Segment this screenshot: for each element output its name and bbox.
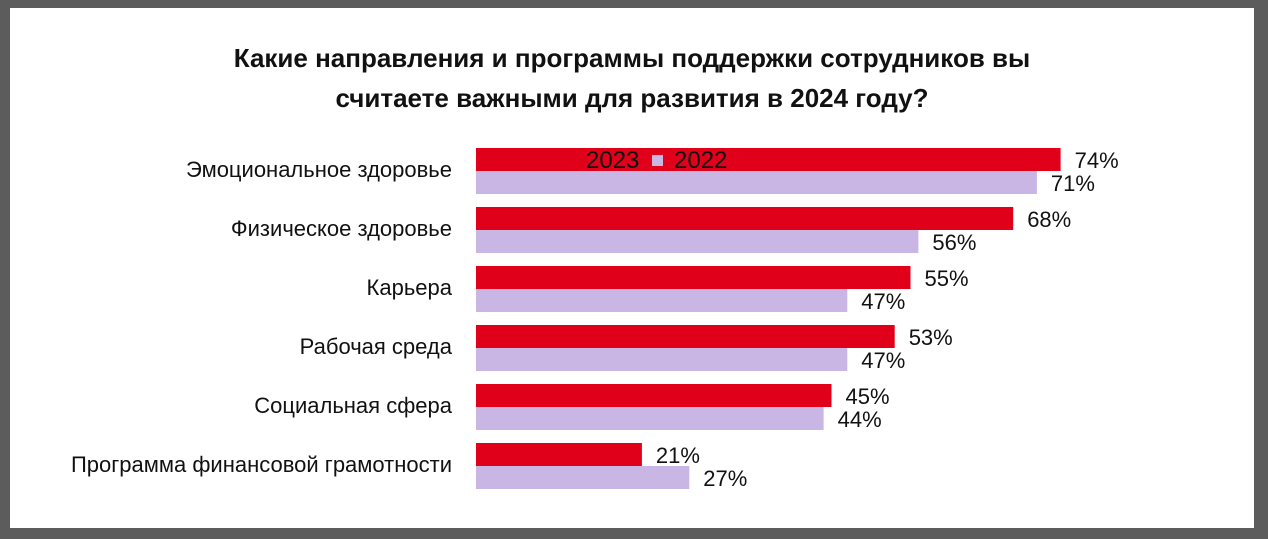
data-label-2023: 53%: [909, 325, 953, 350]
bar-2023: [476, 443, 642, 466]
bar-2023: [476, 148, 1061, 171]
chart-panel: Какие направления и программы поддержки …: [10, 8, 1254, 528]
bar-2023: [476, 384, 832, 407]
legend-label-2022: 2022: [674, 147, 727, 174]
bar-chart: Эмоциональное здоровье 74%71% Физическое з…: [71, 147, 1119, 491]
bar-2023: [476, 207, 1014, 230]
category-label: Физическое здоровье: [231, 216, 452, 241]
legend-label-2023: 2023: [586, 147, 639, 174]
bar-2022: [476, 289, 848, 312]
data-label-2023: 68%: [1027, 207, 1071, 232]
chart-title-line-2: считаете важными для развития в 2024 год…: [335, 83, 929, 113]
bar-2022: [476, 230, 919, 253]
chart-title: Какие направления и программы поддержки …: [10, 38, 1254, 118]
data-label-2022: 56%: [932, 230, 976, 255]
data-label-2022: 71%: [1051, 171, 1095, 196]
data-label-2022: 44%: [838, 407, 882, 432]
category-label: Рабочая среда: [300, 334, 453, 359]
bar-2022: [476, 466, 690, 489]
bar-2022: [476, 171, 1037, 194]
data-label-2022: 47%: [861, 289, 905, 314]
legend-swatch-2022: [652, 155, 663, 166]
data-label-2023: 55%: [925, 266, 969, 291]
bar-2022: [476, 348, 848, 371]
category-label: Социальная сфера: [254, 393, 453, 418]
category-label: Эмоциональное здоровье: [186, 157, 452, 182]
category-label: Карьера: [367, 275, 453, 300]
data-label-2022: 47%: [861, 348, 905, 373]
category-label: Программа финансовой грамотности: [71, 452, 452, 477]
data-label-2023: 74%: [1075, 148, 1119, 173]
bar-2022: [476, 407, 824, 430]
bar-2023: [476, 266, 911, 289]
data-label-2023: 21%: [656, 443, 700, 468]
chart-title-line-1: Какие направления и программы поддержки …: [233, 43, 1031, 73]
bar-2023: [476, 325, 895, 348]
data-label-2023: 45%: [846, 384, 890, 409]
data-label-2022: 27%: [703, 466, 747, 491]
